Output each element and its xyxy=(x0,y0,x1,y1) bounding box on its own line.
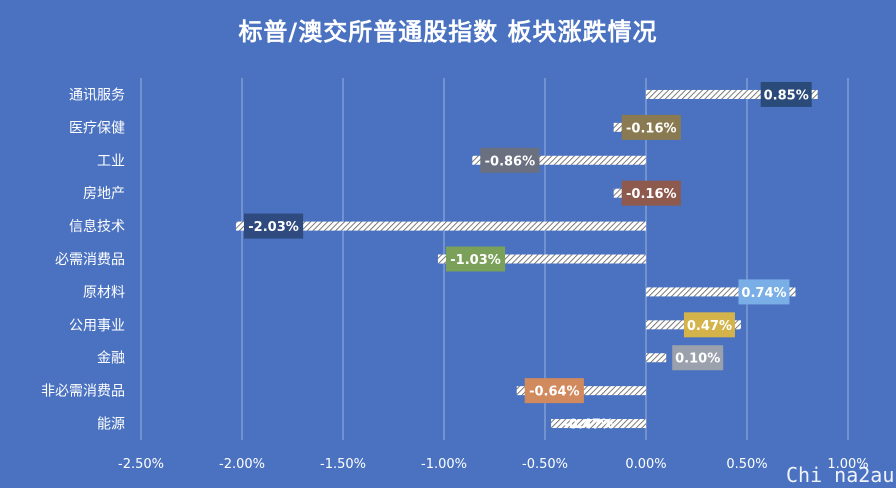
data-label: -0.16% xyxy=(626,121,677,136)
bar xyxy=(646,287,796,297)
category-label: 工业 xyxy=(97,153,125,169)
bar xyxy=(646,353,667,363)
category-label: 原材料 xyxy=(83,285,125,301)
x-tick-label: -1.50% xyxy=(320,457,366,472)
data-label: -0.47% xyxy=(563,418,614,433)
watermark-text: Chi na2au xyxy=(786,463,894,487)
x-tick-label: -2.50% xyxy=(118,457,164,472)
x-tick-label: 1.00% xyxy=(827,457,868,472)
data-label-box xyxy=(683,312,735,338)
category-label: 通讯服务 xyxy=(69,87,125,103)
category-label: 必需消费品 xyxy=(55,252,125,268)
data-label: -1.03% xyxy=(450,253,501,268)
data-label-box xyxy=(480,147,540,173)
data-label-box xyxy=(445,246,506,272)
data-label: -0.64% xyxy=(529,385,580,400)
data-label-box xyxy=(738,279,790,305)
data-label: 0.74% xyxy=(741,286,786,301)
category-label: 信息技术 xyxy=(69,218,125,235)
category-label: 房地产 xyxy=(83,186,125,202)
x-tick-label: -2.00% xyxy=(219,457,265,472)
data-label-box xyxy=(621,180,681,206)
bar xyxy=(235,221,646,231)
category-label: 非必需消费品 xyxy=(41,384,125,400)
x-tick-label: -0.50% xyxy=(522,457,568,472)
data-label-box xyxy=(621,114,681,140)
chart-title: 标普/澳交所普通股指数 板块涨跌情况 xyxy=(238,18,658,46)
data-label: -0.86% xyxy=(485,154,536,169)
data-label: 0.85% xyxy=(764,88,809,103)
bar xyxy=(551,419,646,429)
x-tick-label: -1.00% xyxy=(421,457,467,472)
data-label: 0.47% xyxy=(687,319,732,334)
x-tick-label: 0.50% xyxy=(726,457,767,472)
bar xyxy=(437,254,646,264)
data-label-box xyxy=(760,81,812,107)
data-label-box xyxy=(524,378,584,404)
data-label-box xyxy=(672,345,724,371)
category-label: 医疗保健 xyxy=(69,120,125,136)
category-label: 能源 xyxy=(97,417,125,433)
x-tick-label: 0.00% xyxy=(625,457,666,472)
bar xyxy=(472,155,646,165)
category-label: 金融 xyxy=(97,351,125,367)
data-label: 0.10% xyxy=(675,352,720,367)
data-label: -0.16% xyxy=(626,187,677,202)
data-label: -2.03% xyxy=(248,220,299,235)
bar xyxy=(646,89,818,99)
data-label-box xyxy=(243,213,304,239)
category-label: 公用事业 xyxy=(69,318,125,334)
